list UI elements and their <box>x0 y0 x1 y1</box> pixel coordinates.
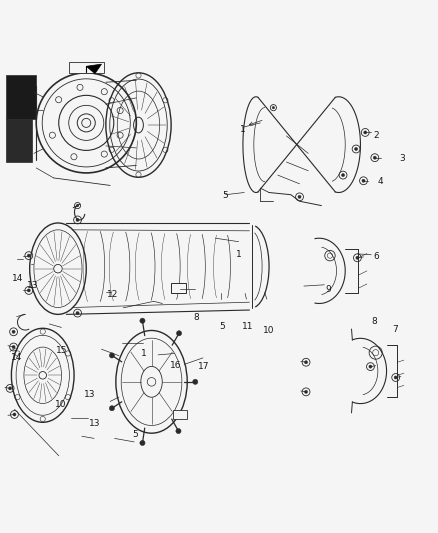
Circle shape <box>13 413 16 416</box>
Text: 8: 8 <box>371 317 377 326</box>
Text: 1: 1 <box>141 349 147 358</box>
Text: 8: 8 <box>194 313 199 322</box>
Text: 12: 12 <box>107 290 118 300</box>
Text: 7: 7 <box>392 325 398 334</box>
Circle shape <box>354 148 358 150</box>
Text: 1: 1 <box>240 125 246 134</box>
Bar <box>171 283 186 293</box>
Text: 3: 3 <box>399 154 405 163</box>
Circle shape <box>8 387 12 390</box>
Circle shape <box>298 195 301 198</box>
Text: 5: 5 <box>219 321 226 330</box>
Text: 13: 13 <box>27 281 39 290</box>
Circle shape <box>27 289 30 292</box>
Circle shape <box>140 318 145 324</box>
Circle shape <box>76 311 79 314</box>
Circle shape <box>177 330 182 336</box>
Text: 5: 5 <box>133 431 138 439</box>
Circle shape <box>76 219 79 222</box>
Polygon shape <box>6 75 36 118</box>
Circle shape <box>362 179 365 182</box>
Circle shape <box>12 345 15 349</box>
Circle shape <box>364 131 367 134</box>
Text: 10: 10 <box>263 326 275 335</box>
Text: 11: 11 <box>242 321 254 330</box>
Text: 1: 1 <box>236 250 241 259</box>
Circle shape <box>373 156 376 159</box>
Text: 5: 5 <box>223 191 228 200</box>
Polygon shape <box>6 118 32 162</box>
Text: 6: 6 <box>374 252 379 261</box>
Circle shape <box>76 204 79 207</box>
Circle shape <box>304 361 307 364</box>
Circle shape <box>304 390 307 393</box>
Text: 14: 14 <box>12 274 24 283</box>
Circle shape <box>140 440 145 446</box>
Circle shape <box>176 429 181 434</box>
Circle shape <box>12 330 15 333</box>
Circle shape <box>369 365 372 368</box>
Text: 10: 10 <box>55 400 66 409</box>
Text: 13: 13 <box>89 419 101 427</box>
Text: 4: 4 <box>377 177 383 186</box>
Circle shape <box>394 376 397 379</box>
Circle shape <box>272 107 275 109</box>
Polygon shape <box>86 64 102 74</box>
Bar <box>173 410 187 419</box>
Circle shape <box>110 353 114 358</box>
Text: 15: 15 <box>56 346 67 356</box>
Text: 2: 2 <box>373 132 378 140</box>
Polygon shape <box>69 62 104 73</box>
Circle shape <box>356 256 359 260</box>
Circle shape <box>342 174 345 176</box>
Circle shape <box>193 379 198 384</box>
Circle shape <box>27 254 30 257</box>
Text: 13: 13 <box>84 390 95 399</box>
Circle shape <box>110 406 114 411</box>
Text: 16: 16 <box>170 361 181 370</box>
Text: 14: 14 <box>11 352 22 361</box>
Text: 17: 17 <box>198 362 210 371</box>
Text: 9: 9 <box>325 285 331 294</box>
